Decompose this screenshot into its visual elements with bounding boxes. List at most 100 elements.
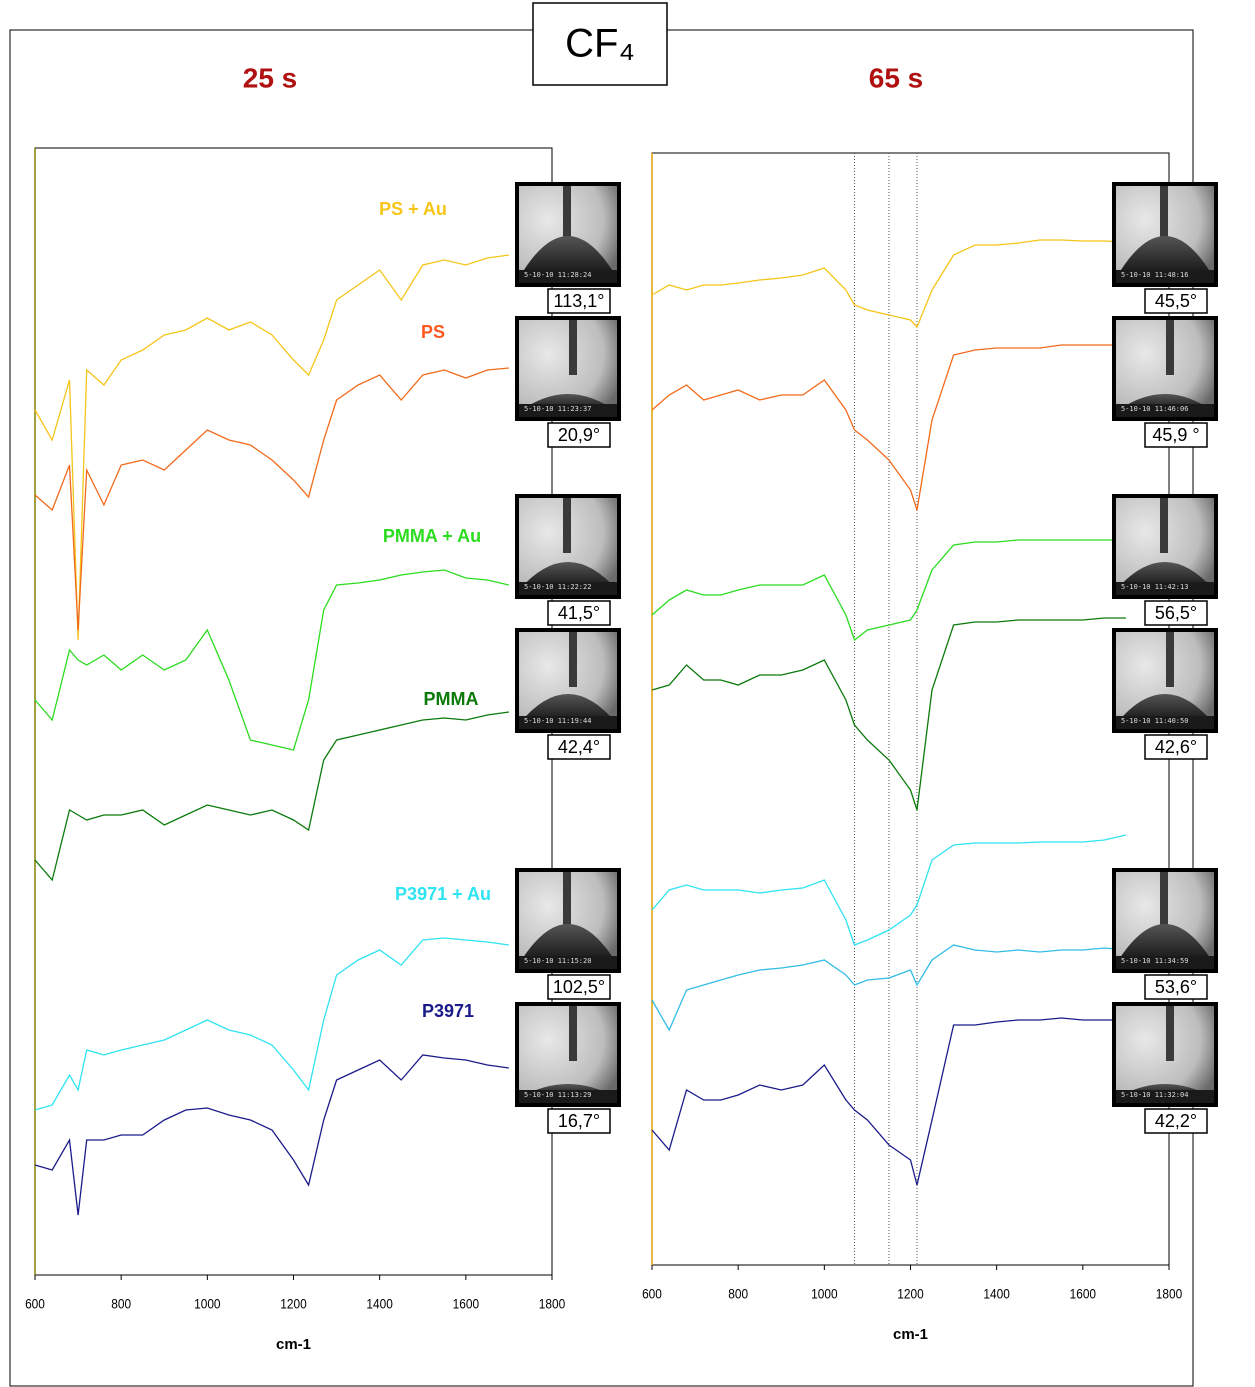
needle (569, 632, 577, 687)
image-timestamp: 5-10-10 11:23:37 (524, 405, 591, 413)
contact-angle: 41,5° (558, 603, 600, 623)
image-timestamp: 5-10-10 11:32:04 (1121, 1091, 1188, 1099)
droplet-image: 5-10-10 11:34:59 53,6° (1112, 868, 1218, 1000)
stage (519, 716, 617, 729)
droplet-image: 5-10-10 11:48:16 45,5° (1112, 182, 1218, 314)
droplet-image: 5-10-10 11:19:44 42,4° (515, 628, 621, 760)
droplet-image: 5-10-10 11:13:29 16,7° (515, 1002, 621, 1134)
x-tick-label: 800 (111, 1296, 131, 1312)
needle (1160, 498, 1168, 553)
figure-title: CF₄ (565, 22, 635, 66)
contact-angle: 42,6° (1155, 737, 1197, 757)
droplet-image: 5-10-10 11:32:04 42,2° (1112, 1002, 1218, 1134)
spectrum-line (651, 539, 1126, 642)
image-timestamp: 5-10-10 11:15:20 (524, 957, 591, 965)
spectrum-line (34, 937, 509, 1111)
spectrum-line (651, 944, 1126, 1032)
image-timestamp: 5-10-10 11:42:13 (1121, 583, 1188, 591)
spectrum-line (651, 1017, 1126, 1186)
angle-box (547, 288, 611, 314)
title-box (532, 2, 668, 86)
angle-box (1144, 288, 1208, 314)
angle-box (1144, 422, 1208, 448)
needle (1166, 320, 1174, 375)
angle-box (547, 974, 611, 1000)
image-timestamp: 5-10-10 11:19:44 (524, 717, 591, 725)
stage (519, 956, 617, 969)
spectrum-line (651, 239, 1126, 329)
contact-angle: 45,5° (1155, 291, 1197, 311)
x-tick-label: 600 (642, 1286, 662, 1302)
image-timestamp: 5-10-10 11:46:06 (1121, 405, 1188, 413)
series-label: PMMA (424, 689, 479, 709)
droplet-image: 5-10-10 11:40:50 42,6° (1112, 628, 1218, 760)
contact-angle: 20,9° (558, 425, 600, 445)
x-tick-label: 1600 (453, 1296, 479, 1312)
image-timestamp: 5-10-10 11:48:16 (1121, 271, 1188, 279)
x-tick-label: 1400 (366, 1296, 392, 1312)
spectrum-line (651, 834, 1127, 946)
spectrum-line (651, 617, 1126, 811)
droplet-image: 5-10-10 11:28:24 113,1° (515, 182, 621, 314)
series-label: PMMA + Au (383, 526, 481, 546)
droplet (519, 924, 617, 964)
spectrum-line (34, 367, 509, 631)
needle (563, 186, 571, 241)
angle-box (1144, 600, 1208, 626)
x-tick-label: 1800 (539, 1296, 565, 1312)
x-tick-label: 1400 (983, 1286, 1009, 1302)
contact-angle: 16,7° (558, 1111, 600, 1131)
droplet-image: 5-10-10 11:42:13 56,5° (1112, 494, 1218, 626)
angle-box (547, 734, 611, 760)
spectrum-line (651, 344, 1126, 511)
image-timestamp: 5-10-10 11:28:24 (524, 271, 591, 279)
x-tick-label: 800 (728, 1286, 748, 1302)
stage (519, 582, 617, 595)
spectrum-line (34, 711, 509, 882)
x-tick-label: 1000 (811, 1286, 837, 1302)
x-axis-label: cm-1 (893, 1326, 928, 1343)
droplet (1116, 236, 1214, 278)
x-tick-label: 1600 (1070, 1286, 1096, 1302)
series-label: PS (421, 322, 445, 342)
needle (1160, 872, 1168, 927)
droplet-image: 5-10-10 11:15:20 102,5° (515, 868, 621, 1000)
contact-angle: 42,2° (1155, 1111, 1197, 1131)
droplet (519, 236, 617, 278)
stage (519, 404, 617, 417)
stage (1116, 270, 1214, 283)
needle (563, 872, 571, 927)
contact-angle: 53,6° (1155, 977, 1197, 997)
stage (519, 1090, 617, 1103)
spectrum-line (34, 254, 509, 641)
stage (1116, 716, 1214, 729)
needle (1166, 1006, 1174, 1061)
contact-angle: 102,5° (553, 977, 605, 997)
droplet (1116, 924, 1214, 964)
angle-box (547, 600, 611, 626)
angle-box (547, 1108, 611, 1134)
stage (1116, 404, 1214, 417)
contact-angle: 113,1° (554, 291, 605, 311)
x-tick-label: 1200 (280, 1296, 306, 1312)
spectrum-line (34, 569, 510, 751)
needle (1166, 632, 1174, 687)
droplet-image: 5-10-10 11:46:06 45,9 ° (1112, 316, 1218, 448)
image-timestamp: 5-10-10 11:13:29 (524, 1091, 591, 1099)
panel-title: 25 s (243, 62, 298, 93)
needle (1160, 186, 1168, 241)
angle-box (547, 422, 611, 448)
angle-box (1144, 734, 1208, 760)
series-label: P3971 + Au (395, 884, 491, 904)
image-timestamp: 5-10-10 11:40:50 (1121, 717, 1188, 725)
needle (569, 320, 577, 375)
series-label: P3971 (422, 1001, 474, 1021)
series-label: PS + Au (379, 199, 447, 219)
x-tick-label: 1200 (897, 1286, 923, 1302)
panel-title: 65 s (869, 62, 924, 93)
x-tick-label: 1800 (1156, 1286, 1182, 1302)
image-timestamp: 5-10-10 11:34:59 (1121, 957, 1188, 965)
needle (569, 1006, 577, 1061)
stage (519, 270, 617, 283)
